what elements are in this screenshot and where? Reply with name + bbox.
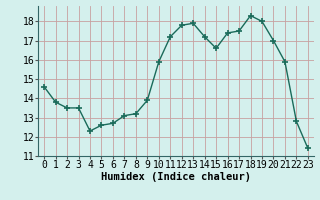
X-axis label: Humidex (Indice chaleur): Humidex (Indice chaleur): [101, 172, 251, 182]
